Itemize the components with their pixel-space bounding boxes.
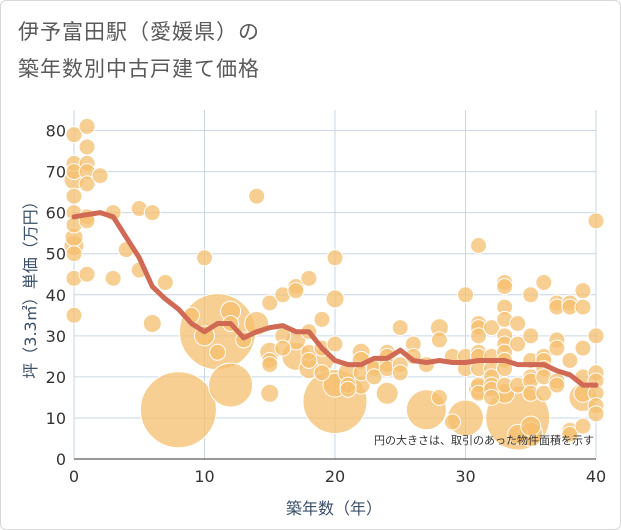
y-tick-label: 10 <box>46 409 66 428</box>
data-bubble <box>391 364 409 382</box>
data-bubble <box>274 339 292 357</box>
data-bubble <box>587 327 605 345</box>
data-bubble <box>78 138 96 156</box>
data-bubble <box>339 380 357 398</box>
data-bubble <box>326 335 344 353</box>
x-tick-label: 10 <box>194 467 214 486</box>
trend-line-group <box>71 210 599 388</box>
data-bubble <box>483 319 501 337</box>
data-bubble <box>287 282 305 300</box>
data-bubble <box>143 204 161 222</box>
data-bubble <box>65 187 83 205</box>
x-tick-label: 40 <box>586 467 606 486</box>
data-bubble <box>483 388 501 406</box>
data-bubble <box>509 335 527 353</box>
x-axis-label: 築年数（年） <box>286 499 382 518</box>
chart-title-line1: 伊予富田駅（愛媛県）の <box>18 20 260 44</box>
trend-line <box>71 210 599 388</box>
data-bubble <box>574 339 592 357</box>
data-bubble <box>104 269 122 287</box>
data-bubble <box>561 351 579 369</box>
data-bubble <box>300 351 318 369</box>
data-bubble <box>365 368 383 386</box>
x-tick-label: 30 <box>455 467 475 486</box>
data-bubble <box>375 381 399 405</box>
axes: 0 10 20 30 40 0 10 20 30 40 50 60 70 80 <box>46 122 607 486</box>
y-tick-label: 40 <box>46 286 66 305</box>
data-bubble <box>457 286 474 304</box>
y-tick-label: 60 <box>46 204 66 223</box>
data-bubble <box>313 364 331 382</box>
data-bubble <box>535 384 553 402</box>
data-bubble <box>587 405 605 423</box>
data-bubble <box>65 306 83 324</box>
data-bubble <box>509 315 527 333</box>
chart-title-line2: 築年数別中古戸建て価格 <box>18 57 260 81</box>
data-bubble <box>443 413 461 431</box>
data-bubble <box>142 314 162 334</box>
data-bubble <box>587 212 605 230</box>
data-bubble <box>326 249 344 267</box>
data-bubble <box>300 269 318 287</box>
data-bubble <box>78 265 96 283</box>
data-bubble <box>209 343 227 361</box>
y-tick-label: 80 <box>46 122 66 141</box>
data-bubble <box>430 331 448 349</box>
data-bubble <box>260 383 280 403</box>
size-note: 円の大きさは、取引のあった物件面積を示す <box>374 433 594 447</box>
data-bubble <box>522 327 540 345</box>
data-bubble <box>470 236 488 254</box>
data-bubble <box>574 298 592 316</box>
data-bubble <box>78 175 96 193</box>
bubbles <box>63 117 605 451</box>
y-tick-label: 30 <box>46 327 66 346</box>
data-bubble <box>139 371 217 449</box>
data-bubble <box>325 289 345 309</box>
data-bubble <box>65 126 83 144</box>
y-tick-label: 20 <box>46 368 66 387</box>
y-tick-label: 70 <box>46 163 66 182</box>
data-bubble <box>520 415 542 437</box>
data-bubble <box>65 245 83 263</box>
data-bubble <box>430 388 448 406</box>
data-bubble <box>496 278 514 296</box>
data-bubble <box>313 310 331 328</box>
y-tick-label: 0 <box>56 450 66 469</box>
data-bubble <box>548 376 566 394</box>
data-bubble <box>574 417 592 435</box>
data-bubble <box>522 286 540 304</box>
data-bubble <box>261 356 279 374</box>
data-bubble <box>561 425 579 443</box>
data-bubble <box>208 362 254 408</box>
data-bubble <box>78 117 96 135</box>
data-bubble <box>574 282 592 300</box>
data-bubble <box>535 273 553 291</box>
x-tick-label: 0 <box>69 467 79 486</box>
data-bubble <box>548 339 566 357</box>
y-tick-label: 50 <box>46 245 66 264</box>
data-bubble <box>156 273 174 291</box>
y-axis-label: 坪（3.3㎡）単価（万円） <box>21 193 40 378</box>
data-bubble <box>91 167 109 185</box>
data-bubble <box>196 249 213 267</box>
data-bubble <box>391 319 409 337</box>
data-bubble <box>261 294 279 312</box>
x-tick-label: 20 <box>325 467 345 486</box>
data-bubble <box>248 187 266 205</box>
